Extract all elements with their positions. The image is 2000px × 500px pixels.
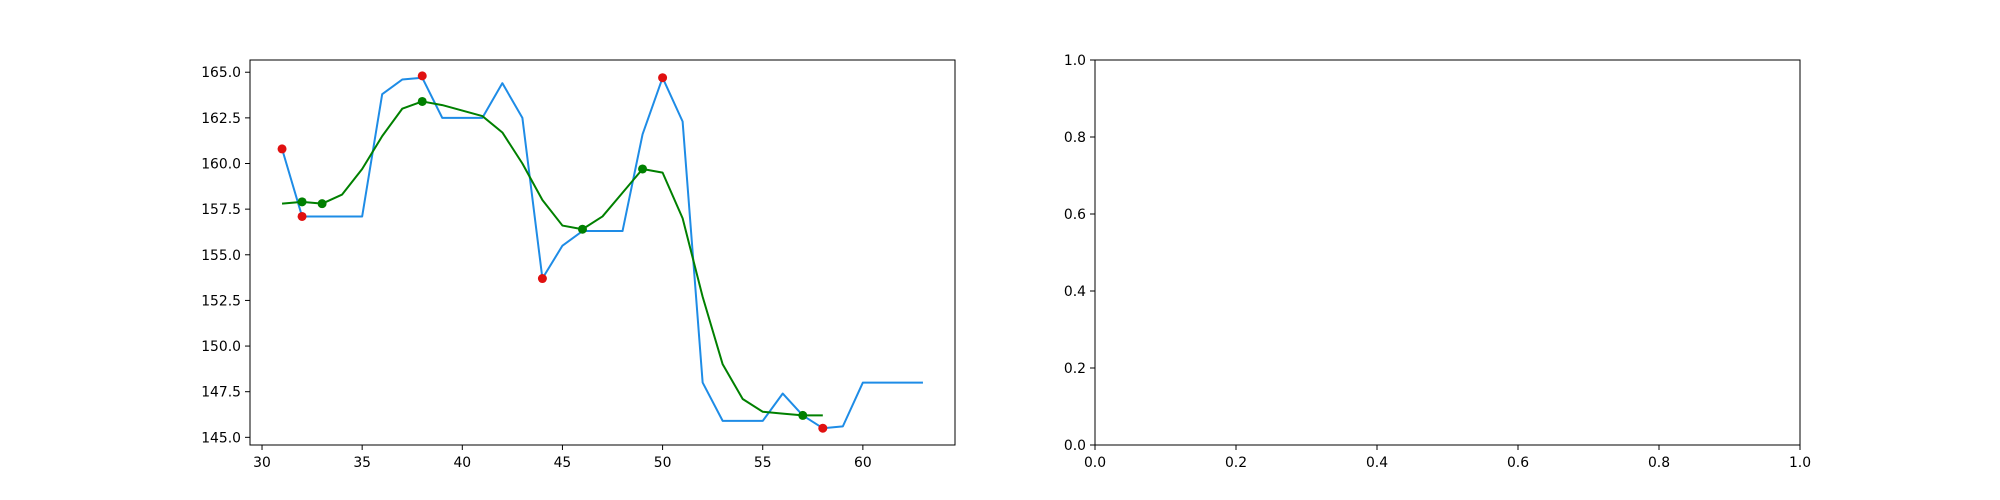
axes-1: 30 35 40 45 50 55 60 145.0 147.5 150.0 152.5 155.0 1… [201, 59, 956, 471]
y-tick-label: 0.8 [1064, 130, 1086, 146]
axes-2: 0.0 0.2 0.4 0.6 0.8 1.0 0.0 0.2 0.4 0.6 0.8 1.0 [1064, 53, 1811, 471]
scatter-point-4-1 [297, 197, 307, 207]
x-tick-label: 0.2 [1225, 455, 1247, 471]
x-tick-label: 0.8 [1648, 455, 1670, 471]
y-tick-label: 162.5 [201, 111, 241, 127]
x-tick-label: 50 [654, 455, 672, 471]
scatter-point-3-6 [818, 423, 828, 433]
scatter-point-4-5 [638, 164, 648, 174]
x-tick-label: 0.0 [1084, 455, 1106, 471]
x-tick-label: 0.6 [1507, 455, 1529, 471]
scatter-point-4-4 [577, 224, 587, 234]
scatter-point-4-2 [317, 199, 327, 209]
y-tick-label: 0.0 [1064, 438, 1086, 454]
scatter-point-4-6 [798, 410, 808, 420]
series-line-2 [281, 100, 823, 417]
series-line-1 [281, 76, 923, 430]
axes-frame [249, 59, 956, 446]
scatter-point-3-4 [537, 274, 547, 284]
x-tick-label: 35 [353, 455, 371, 471]
y-tick-label: 0.2 [1064, 361, 1086, 377]
axes-frame [1094, 59, 1801, 446]
scatter-point-3-1 [277, 144, 287, 154]
scatter-point-3-3 [417, 71, 427, 81]
y-tick-label: 150.0 [201, 339, 241, 355]
y-tick-label: 157.5 [201, 202, 241, 218]
x-tick-label: 60 [854, 455, 872, 471]
y-tick-label: 0.4 [1064, 284, 1086, 300]
y-tick-label: 147.5 [201, 385, 241, 401]
x-tick-label: 0.4 [1366, 455, 1388, 471]
scatter-point-3-5 [658, 73, 668, 83]
y-tick-label: 152.5 [201, 293, 241, 309]
x-tick-label: 45 [554, 455, 572, 471]
y-tick-label: 1.0 [1064, 53, 1086, 69]
x-tick-label: 55 [754, 455, 772, 471]
scatter-point-3-2 [297, 211, 307, 221]
x-tick-label: 1.0 [1789, 455, 1811, 471]
x-tick-label: 40 [453, 455, 471, 471]
y-tick-label: 0.6 [1064, 207, 1086, 223]
y-tick-label: 155.0 [201, 248, 241, 264]
scatter-point-4-3 [417, 96, 427, 106]
y-tick-label: 165.0 [201, 65, 241, 81]
y-tick-label: 160.0 [201, 157, 241, 173]
y-tick-label: 145.0 [201, 430, 241, 446]
x-tick-label: 30 [253, 455, 271, 471]
